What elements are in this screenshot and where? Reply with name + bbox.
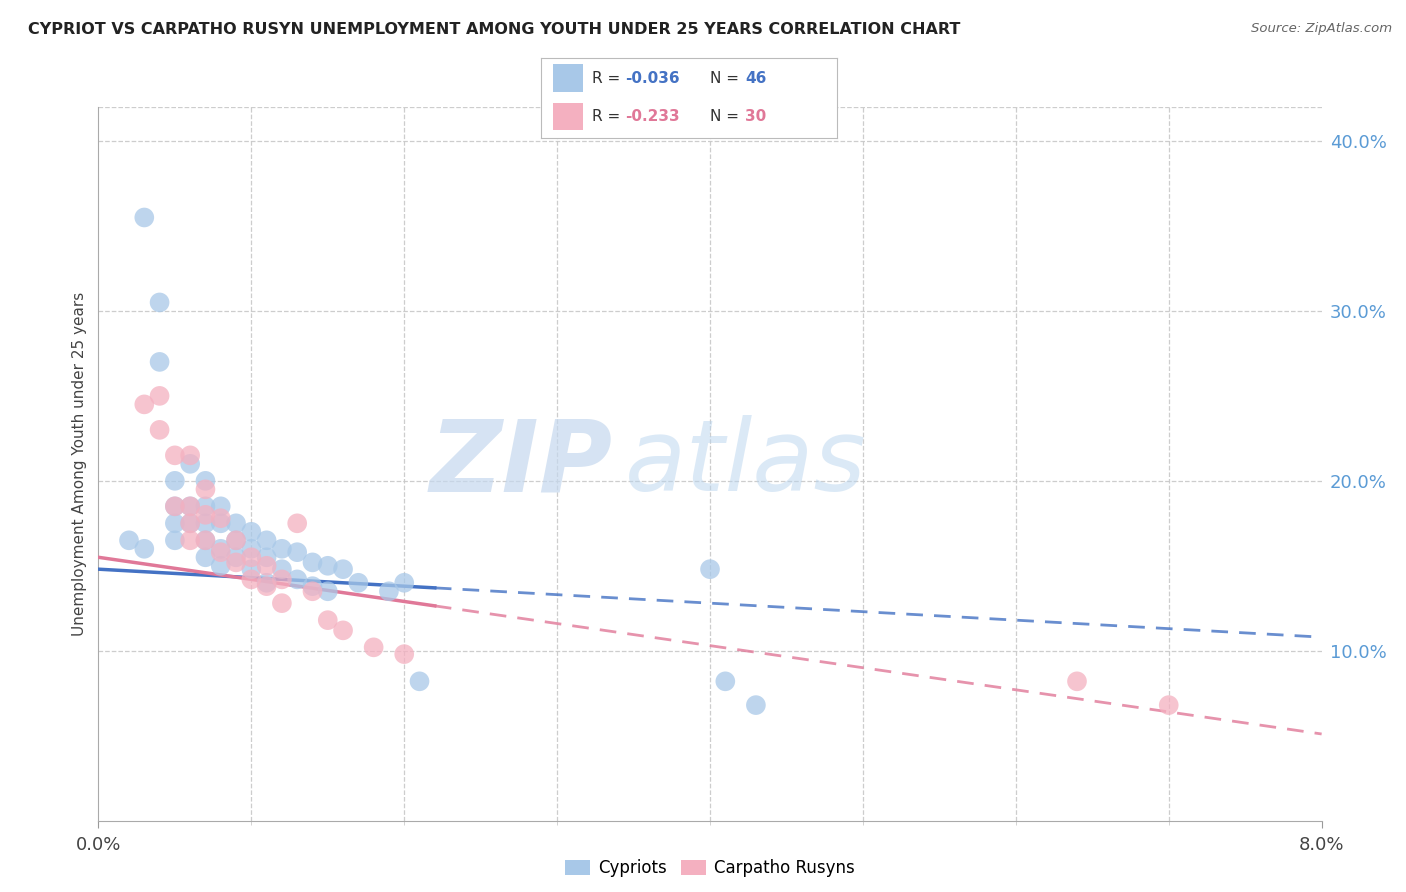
- Point: [163, 500, 186, 514]
- Point: [163, 448, 186, 462]
- Point: [149, 295, 172, 310]
- Point: [179, 533, 201, 548]
- Text: R =: R =: [592, 70, 624, 86]
- Point: [149, 355, 172, 369]
- Point: [149, 423, 172, 437]
- Text: N =: N =: [710, 70, 744, 86]
- Text: -0.036: -0.036: [626, 70, 681, 86]
- FancyBboxPatch shape: [553, 103, 582, 130]
- Point: [225, 533, 247, 548]
- Point: [149, 389, 172, 403]
- Point: [332, 624, 354, 638]
- Y-axis label: Unemployment Among Youth under 25 years: Unemployment Among Youth under 25 years: [72, 292, 87, 636]
- Point: [134, 541, 156, 556]
- Point: [301, 579, 323, 593]
- Point: [134, 211, 156, 225]
- Point: [714, 674, 737, 689]
- Text: N =: N =: [710, 109, 744, 124]
- Point: [225, 555, 247, 569]
- FancyBboxPatch shape: [553, 64, 582, 92]
- Point: [316, 613, 339, 627]
- Point: [209, 558, 232, 573]
- Point: [240, 541, 263, 556]
- Point: [285, 573, 308, 587]
- Point: [194, 508, 217, 522]
- Text: CYPRIOT VS CARPATHO RUSYN UNEMPLOYMENT AMONG YOUTH UNDER 25 YEARS CORRELATION CH: CYPRIOT VS CARPATHO RUSYN UNEMPLOYMENT A…: [28, 22, 960, 37]
- Text: 30: 30: [745, 109, 766, 124]
- Point: [699, 562, 721, 576]
- Point: [194, 533, 217, 548]
- Point: [209, 545, 232, 559]
- Point: [225, 550, 247, 565]
- Text: ZIP: ZIP: [429, 416, 612, 512]
- Point: [209, 516, 232, 531]
- Point: [194, 550, 217, 565]
- Point: [163, 516, 186, 531]
- Point: [301, 555, 323, 569]
- Point: [285, 545, 308, 559]
- Point: [179, 500, 201, 514]
- Point: [332, 562, 354, 576]
- Point: [179, 457, 201, 471]
- Point: [240, 562, 263, 576]
- Point: [179, 516, 201, 531]
- Legend: Cypriots, Carpatho Rusyns: Cypriots, Carpatho Rusyns: [558, 853, 862, 884]
- Point: [194, 533, 217, 548]
- Text: R =: R =: [592, 109, 624, 124]
- Text: Source: ZipAtlas.com: Source: ZipAtlas.com: [1251, 22, 1392, 36]
- Point: [240, 524, 263, 539]
- Point: [256, 579, 278, 593]
- Point: [179, 500, 201, 514]
- Point: [209, 511, 232, 525]
- Point: [118, 533, 141, 548]
- Point: [209, 500, 232, 514]
- Point: [256, 550, 278, 565]
- Point: [392, 647, 416, 661]
- Point: [163, 533, 186, 548]
- Point: [745, 698, 768, 712]
- Point: [285, 516, 308, 531]
- Point: [270, 573, 294, 587]
- Point: [240, 573, 263, 587]
- Point: [134, 397, 156, 411]
- Point: [270, 596, 294, 610]
- Point: [194, 474, 217, 488]
- Point: [408, 674, 430, 689]
- Point: [194, 500, 217, 514]
- Point: [270, 562, 294, 576]
- Point: [392, 575, 416, 590]
- Point: [240, 550, 263, 565]
- Point: [179, 448, 201, 462]
- Point: [209, 541, 232, 556]
- Point: [378, 584, 401, 599]
- Point: [363, 640, 385, 655]
- Point: [316, 558, 339, 573]
- Text: atlas: atlas: [624, 416, 866, 512]
- Point: [256, 575, 278, 590]
- Text: -0.233: -0.233: [626, 109, 681, 124]
- Point: [347, 575, 370, 590]
- Point: [163, 474, 186, 488]
- Point: [194, 516, 217, 531]
- Point: [256, 533, 278, 548]
- Point: [179, 516, 201, 531]
- Point: [270, 541, 294, 556]
- Point: [1157, 698, 1180, 712]
- Point: [1066, 674, 1088, 689]
- Point: [301, 584, 323, 599]
- Point: [225, 516, 247, 531]
- Point: [194, 483, 217, 497]
- Point: [163, 500, 186, 514]
- Point: [256, 558, 278, 573]
- Text: 46: 46: [745, 70, 766, 86]
- Point: [316, 584, 339, 599]
- Point: [225, 533, 247, 548]
